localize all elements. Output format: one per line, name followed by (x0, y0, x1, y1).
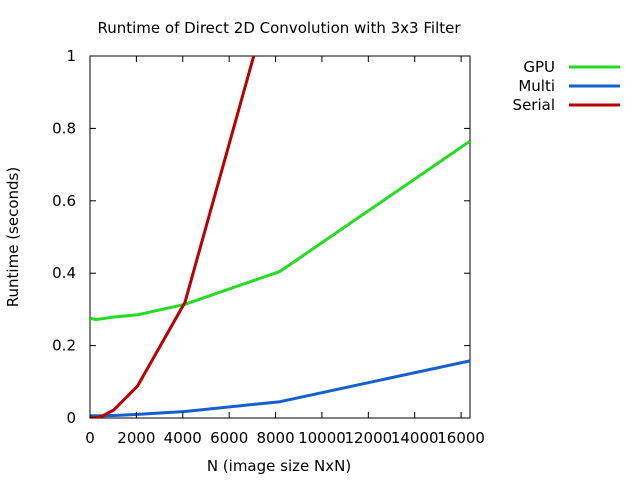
series-line-serial (90, 56, 256, 418)
series-layer (90, 56, 470, 418)
x-tick-label: 16000 (437, 429, 485, 447)
x-tick-label: 14000 (391, 429, 439, 447)
y-tick-label: 0.8 (52, 119, 76, 137)
legend-label-multi: Multi (518, 77, 555, 95)
y-tick-label: 0.2 (52, 337, 76, 355)
series-line-gpu (90, 139, 470, 321)
x-axis-label: N (image size NxN) (207, 457, 351, 475)
x-tick-label: 2000 (117, 429, 155, 447)
x-tick-label: 6000 (210, 429, 248, 447)
legend-label-serial: Serial (513, 96, 555, 114)
y-tick-label: 0.6 (52, 192, 76, 210)
x-tick-label: 4000 (164, 429, 202, 447)
legend-label-gpu: GPU (523, 58, 555, 76)
x-tick-label: 8000 (256, 429, 294, 447)
y-tick-label: 0 (66, 409, 76, 427)
chart-title: Runtime of Direct 2D Convolution with 3x… (97, 19, 461, 37)
series-line-multi (90, 359, 470, 418)
x-tick-label: 0 (85, 429, 95, 447)
y-tick-label: 0.4 (52, 264, 76, 282)
plot-area-frame (89, 55, 471, 419)
x-tick-label: 12000 (344, 429, 392, 447)
x-tick-label: 10000 (298, 429, 346, 447)
y-axis-label: Runtime (seconds) (4, 167, 22, 307)
y-tick-label: 1 (66, 47, 76, 65)
